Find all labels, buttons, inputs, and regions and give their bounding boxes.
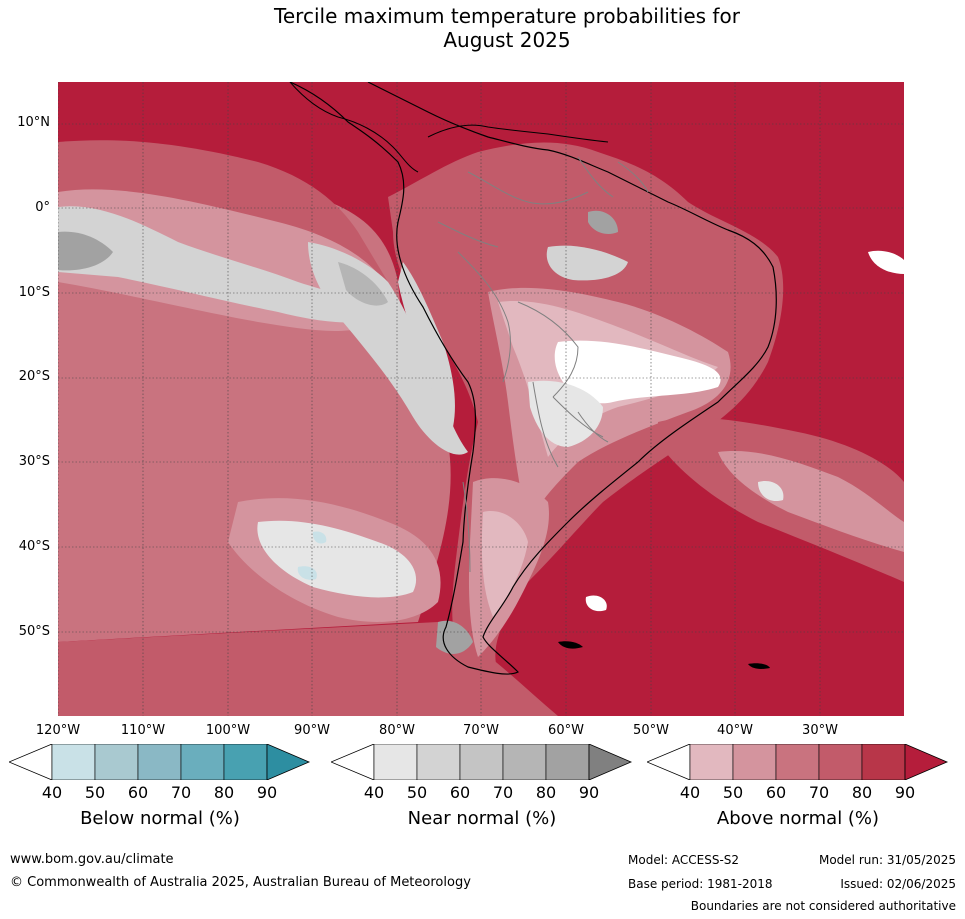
below-tick-80: 80: [213, 783, 235, 802]
above-tick-40: 40: [679, 783, 701, 802]
lat-label-30s: 30°S: [18, 454, 50, 469]
near-normal-swatch-70-80: [502, 744, 547, 780]
map-svg: [58, 82, 904, 716]
andes-near-normal: [398, 262, 455, 427]
below-normal-swatch-over: [266, 744, 311, 780]
country-borders: [437, 156, 649, 573]
issued-text: Issued: 02/06/2025: [840, 877, 956, 891]
pacific-near-normal-dark: [58, 231, 113, 271]
base-period-text: Base period: 1981-2018: [628, 877, 773, 891]
lat-gridlines: [58, 123, 904, 633]
brazil-white-zone: [554, 340, 721, 404]
above-normal-swatch-80-90: [861, 744, 906, 780]
near-normal-swatch-50-60: [416, 744, 461, 780]
lon-label-120w: 120°W: [35, 723, 81, 738]
far-south-band: [58, 622, 558, 716]
lon-label-40w: 40°W: [717, 723, 753, 738]
below-tick-90: 90: [256, 783, 278, 802]
below-normal-swatch-40-50: [51, 744, 96, 780]
above-tick-80: 80: [851, 783, 873, 802]
near-normal-swatch-60-70: [459, 744, 504, 780]
pacific-near-normal-2: [308, 242, 468, 455]
lat-label-0: 0°: [35, 200, 50, 215]
central-near-normal: [528, 380, 603, 447]
lat-label-10s: 10°S: [18, 285, 50, 300]
lon-label-90w: 90°W: [294, 723, 330, 738]
near-normal-swatch-under: [331, 744, 375, 780]
amazon-near-normal-dark: [588, 210, 618, 234]
above-tick-60: 60: [765, 783, 787, 802]
below-normal-colorbar: [9, 744, 311, 780]
map-title: Tercile maximum temperature probabilitie…: [0, 4, 965, 52]
atlantic-band-50: [718, 451, 904, 552]
lon-gridlines: [58, 82, 821, 716]
lat-label-40s: 40°S: [18, 539, 50, 554]
above-normal-swatch-70-80: [818, 744, 863, 780]
near-tick-90: 90: [578, 783, 600, 802]
website-link[interactable]: www.bom.gov.au/climate: [10, 852, 174, 867]
title-line-2: August 2025: [443, 28, 571, 52]
lat-label-20s: 20°S: [18, 369, 50, 384]
above-normal-title: Above normal (%): [716, 808, 880, 829]
patagonia-light: [481, 511, 528, 617]
near-tick-50: 50: [406, 783, 428, 802]
lon-label-110w: 110°W: [120, 723, 166, 738]
above-normal-swatch-40-50: [689, 744, 734, 780]
below-normal-swatch-60-70: [137, 744, 182, 780]
title-line-1: Tercile maximum temperature probabilitie…: [274, 4, 740, 28]
near-normal-swatch-over: [588, 744, 633, 780]
lon-label-80w: 80°W: [379, 723, 415, 738]
south-pacific-below-normal: [312, 531, 327, 544]
lon-label-60w: 60°W: [548, 723, 584, 738]
lon-label-50w: 50°W: [633, 723, 669, 738]
lat-label-10n: 10°N: [17, 115, 50, 130]
model-text: Model: ACCESS-S2: [628, 853, 740, 867]
atlantic-white-3: [585, 595, 607, 612]
amazon-near-normal: [546, 245, 628, 281]
near-normal-swatch-40-50: [373, 744, 418, 780]
below-tick-40: 40: [41, 783, 63, 802]
near-normal-swatch-80-90: [545, 744, 590, 780]
caribbean-coast: [427, 124, 609, 143]
below-normal-swatch-70-80: [180, 744, 225, 780]
above-normal-swatch-over: [904, 744, 949, 780]
coastline: [289, 82, 777, 675]
above-normal-swatch-50-60: [732, 744, 777, 780]
near-tick-60: 60: [449, 783, 471, 802]
below-tick-70: 70: [170, 783, 192, 802]
above-normal-colorbar: [647, 744, 949, 780]
atlantic-white-2: [868, 250, 904, 274]
near-normal-title: Near normal (%): [407, 808, 557, 829]
copyright-text: © Commonwealth of Australia 2025, Austra…: [10, 875, 471, 890]
lon-label-30w: 30°W: [802, 723, 838, 738]
near-normal-colorbar: [331, 744, 633, 780]
below-normal-title: Below normal (%): [80, 808, 240, 829]
model-run-text: Model run: 31/05/2025: [818, 853, 956, 867]
lon-label-100w: 100°W: [205, 723, 251, 738]
near-tick-80: 80: [535, 783, 557, 802]
above-tick-70: 70: [808, 783, 830, 802]
above-normal-swatch-60-70: [775, 744, 820, 780]
above-tick-50: 50: [722, 783, 744, 802]
pacific-near-normal-3: [338, 262, 388, 306]
south-pacific-near-normal: [257, 520, 417, 598]
central-america-coast: [289, 82, 419, 173]
falkland-islands: [558, 641, 583, 649]
atlantic-white-1: [758, 481, 784, 502]
near-tick-70: 70: [492, 783, 514, 802]
disclaimer-text: Boundaries are not considered authoritat…: [690, 899, 956, 913]
near-tick-40: 40: [363, 783, 385, 802]
lon-label-70w: 70°W: [463, 723, 499, 738]
south-georgia: [748, 663, 770, 669]
below-normal-swatch-under: [9, 744, 53, 780]
above-normal-swatch-under: [647, 744, 691, 780]
lat-label-50s: 50°S: [18, 624, 50, 639]
above-tick-90: 90: [894, 783, 916, 802]
pacific-near-normal-1: [58, 206, 378, 323]
probability-map: [58, 82, 904, 716]
below-tick-50: 50: [84, 783, 106, 802]
below-normal-swatch-50-60: [94, 744, 139, 780]
below-tick-60: 60: [127, 783, 149, 802]
below-normal-swatch-80-90: [223, 744, 268, 780]
